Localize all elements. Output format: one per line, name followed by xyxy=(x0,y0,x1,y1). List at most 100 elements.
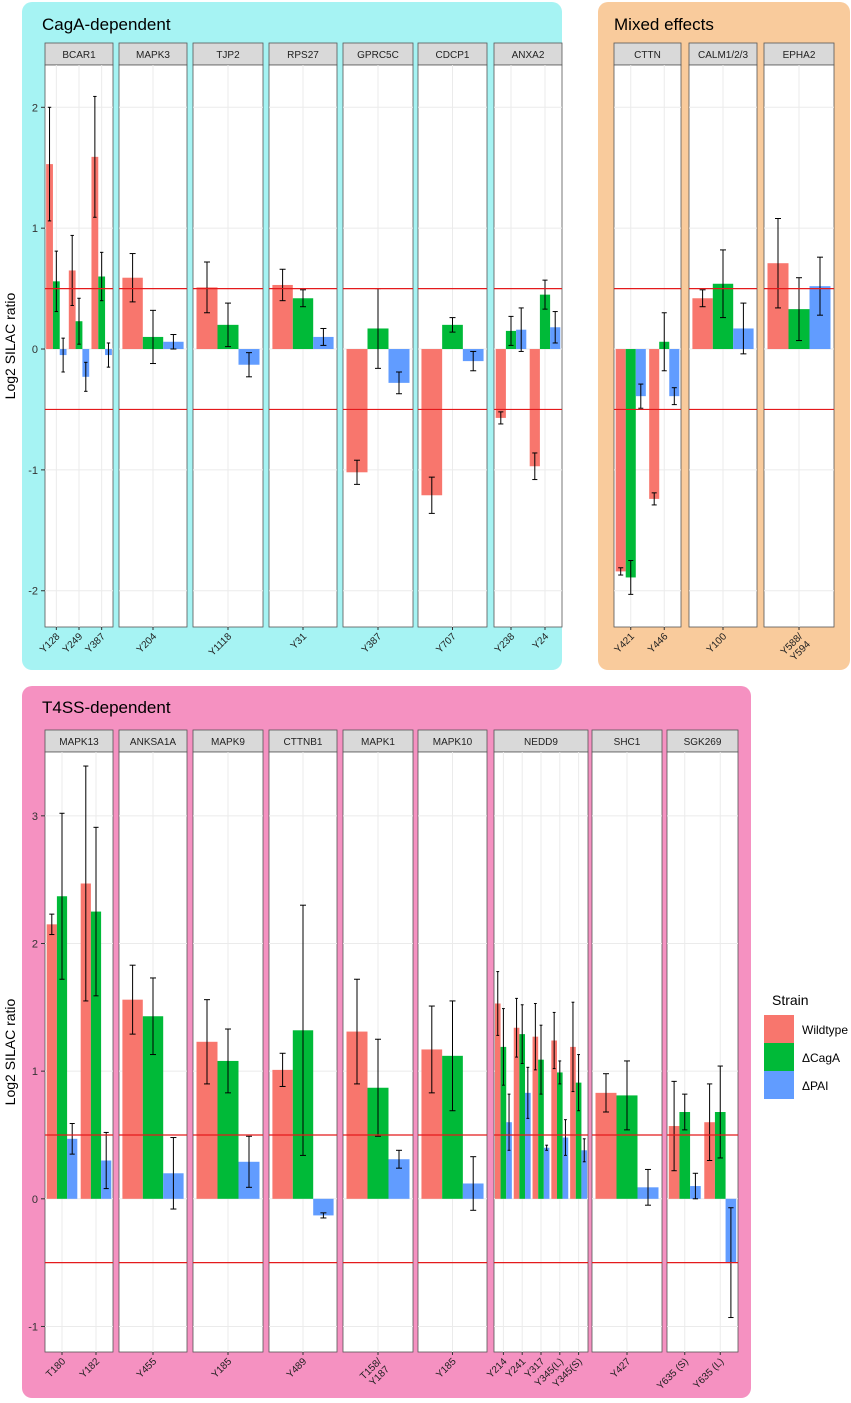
errorbar-caga-dependent-gprc5c-y387-dpai xyxy=(396,371,402,395)
bar-mixed-effects-cttn-y421-dcaga xyxy=(625,349,636,578)
errorbar-mixed-effects-cttn-y421-wildtype xyxy=(618,567,624,576)
bar-t4ss-dependent-mapk10-y185-wildtype xyxy=(421,1049,443,1199)
bar-t4ss-dependent-mapk10-y185-dcaga xyxy=(442,1055,463,1199)
bar-t4ss-dependent-mapk9-y185-dcaga xyxy=(217,1060,239,1199)
strip-label-t4ss-dependent-sgk269: SGK269 xyxy=(684,737,722,748)
errorbar-t4ss-dependent-mapk10-y185-wildtype xyxy=(428,1005,435,1094)
bar-caga-dependent-cdcp1-y707-dcaga xyxy=(442,324,463,350)
errorbar-t4ss-dependent-anksa1a-y455-dcaga xyxy=(150,977,156,1056)
errorbar-caga-dependent-tjp2-y1118-dpai xyxy=(246,352,252,378)
bar-t4ss-dependent-nedd9-y241-wildtype xyxy=(513,1027,520,1199)
bar-caga-dependent-gprc5c-y387-wildtype xyxy=(346,349,368,473)
errorbar-t4ss-dependent-sgk269-y635-s-wildtype xyxy=(671,1080,677,1172)
bar-t4ss-dependent-mapk13-t180-dcaga xyxy=(56,896,68,1199)
errorbar-caga-dependent-rps27-y31-dcaga xyxy=(300,289,306,308)
y-tick-label-t4ss-dependent-3: 3 xyxy=(32,811,38,823)
errorbar-t4ss-dependent-mapk9-y185-wildtype xyxy=(204,999,210,1085)
y-tick-label-caga-dependent-1: 1 xyxy=(32,223,38,235)
group-title-mixed-effects: Mixed effects xyxy=(614,15,714,34)
y-tick-label-t4ss-dependent-0: 0 xyxy=(32,1194,38,1206)
legend-swatch-dcaga xyxy=(764,1043,794,1071)
bar-t4ss-dependent-nedd9-y345-s-dpai xyxy=(581,1150,588,1199)
bar-caga-dependent-bcar1-y128-wildtype xyxy=(46,164,53,350)
errorbar-mixed-effects-cttn-y421-dpai xyxy=(638,383,644,409)
errorbar-t4ss-dependent-sgk269-y635-s-dpai xyxy=(692,1172,699,1200)
legend-swatch-wildtype xyxy=(764,1015,794,1043)
errorbar-t4ss-dependent-nedd9-y317-dcaga xyxy=(539,1024,543,1095)
errorbar-caga-dependent-anxa2-y238-dcaga xyxy=(508,315,514,346)
bar-t4ss-dependent-mapk1-t158-y187-dcaga xyxy=(367,1087,389,1199)
group-title-caga-dependent: CagA-dependent xyxy=(42,15,171,34)
legend-item-dcaga: ΔCagA xyxy=(764,1043,840,1071)
strip-label-caga-dependent-anxa2: ANXA2 xyxy=(512,50,545,61)
errorbar-caga-dependent-anxa2-y24-wildtype xyxy=(532,452,538,481)
strip-label-t4ss-dependent-cttnb1: CTTNB1 xyxy=(284,737,323,748)
errorbar-t4ss-dependent-shc1-y427-dpai xyxy=(645,1168,651,1206)
bar-t4ss-dependent-nedd9-y317-dcaga xyxy=(538,1059,544,1199)
legend-label-dpai: ΔPAI xyxy=(802,1079,828,1093)
bar-t4ss-dependent-nedd9-y345-l-wildtype xyxy=(551,1040,557,1199)
errorbar-caga-dependent-bcar1-y128-wildtype xyxy=(47,106,52,222)
legend-label-dcaga: ΔCagA xyxy=(802,1051,840,1065)
strip-label-mixed-effects-calm1-2-3: CALM1/2/3 xyxy=(698,50,748,61)
errorbar-t4ss-dependent-sgk269-y635-l-wildtype xyxy=(706,1083,713,1162)
errorbar-mixed-effects-epha2-y588-y594-dpai xyxy=(817,256,823,316)
errorbar-mixed-effects-cttn-y446-wildtype xyxy=(651,492,657,506)
errorbar-caga-dependent-tjp2-y1118-dcaga xyxy=(225,302,231,348)
errorbar-t4ss-dependent-mapk13-t180-wildtype xyxy=(49,913,55,936)
errorbar-mixed-effects-cttn-y446-dcaga xyxy=(661,312,667,372)
y-tick-label-caga-dependent-1: -1 xyxy=(28,465,38,477)
legend: Strain Wildtype ΔCagA ΔPAI xyxy=(764,992,848,1099)
strip-label-t4ss-dependent-mapk10: MAPK10 xyxy=(433,737,473,748)
bar-mixed-effects-cttn-y446-wildtype xyxy=(649,349,660,499)
errorbar-t4ss-dependent-nedd9-y317-wildtype xyxy=(533,1002,537,1071)
strip-label-t4ss-dependent-nedd9: NEDD9 xyxy=(524,737,558,748)
errorbar-t4ss-dependent-mapk9-y185-dcaga xyxy=(225,1028,231,1094)
errorbar-caga-dependent-anxa2-y24-dcaga xyxy=(542,279,548,310)
y-tick-label-t4ss-dependent-1: 1 xyxy=(32,1066,38,1078)
errorbar-t4ss-dependent-nedd9-y345-l-wildtype xyxy=(552,1011,556,1070)
errorbar-t4ss-dependent-mapk10-y185-dcaga xyxy=(449,1000,456,1112)
bar-t4ss-dependent-cttnb1-y489-dpai xyxy=(313,1198,334,1216)
errorbar-t4ss-dependent-mapk13-t180-dpai xyxy=(69,1122,75,1155)
strip-label-caga-dependent-cdcp1: CDCP1 xyxy=(436,50,470,61)
bar-t4ss-dependent-anksa1a-y455-dcaga xyxy=(142,1016,164,1199)
bar-t4ss-dependent-nedd9-y241-dpai xyxy=(525,1092,531,1199)
bar-mixed-effects-cttn-y421-dpai xyxy=(635,349,646,397)
bar-t4ss-dependent-shc1-y427-wildtype xyxy=(595,1092,617,1199)
errorbar-mixed-effects-cttn-y421-dcaga xyxy=(628,560,634,595)
errorbar-caga-dependent-rps27-y31-dpai xyxy=(320,327,327,346)
legend-swatch-dpai xyxy=(764,1071,794,1099)
errorbar-t4ss-dependent-anksa1a-y455-wildtype xyxy=(129,964,136,1035)
bar-caga-dependent-mapk3-y204-wildtype xyxy=(122,277,143,350)
y-tick-label-t4ss-dependent-2: 2 xyxy=(32,938,38,950)
bar-caga-dependent-cdcp1-y707-wildtype xyxy=(421,349,443,496)
errorbar-caga-dependent-mapk3-y204-wildtype xyxy=(129,253,136,303)
errorbar-t4ss-dependent-nedd9-y214-dcaga xyxy=(501,1008,505,1086)
errorbar-t4ss-dependent-nedd9-y317-dpai xyxy=(545,1144,549,1151)
errorbar-t4ss-dependent-mapk13-t180-dcaga xyxy=(59,812,65,980)
errorbar-t4ss-dependent-nedd9-y345-s-dcaga xyxy=(577,1054,581,1112)
bar-t4ss-dependent-mapk9-y185-wildtype xyxy=(196,1041,218,1199)
strip-label-caga-dependent-tjp2: TJP2 xyxy=(216,50,240,61)
strip-label-t4ss-dependent-shc1: SHC1 xyxy=(614,737,641,748)
bar-t4ss-dependent-mapk13-t180-dpai xyxy=(67,1138,78,1199)
bar-t4ss-dependent-nedd9-y317-dpai xyxy=(543,1147,550,1199)
errorbar-t4ss-dependent-mapk13-y182-dpai xyxy=(103,1131,109,1190)
strip-label-t4ss-dependent-anksa1a: ANKSA1A xyxy=(130,737,176,748)
bar-t4ss-dependent-nedd9-y214-dpai xyxy=(506,1122,512,1199)
errorbar-t4ss-dependent-cttnb1-y489-dcaga xyxy=(300,904,306,1156)
bar-mixed-effects-calm1-2-3-y100-wildtype xyxy=(692,298,713,350)
bar-caga-dependent-anxa2-y24-wildtype xyxy=(529,349,540,467)
